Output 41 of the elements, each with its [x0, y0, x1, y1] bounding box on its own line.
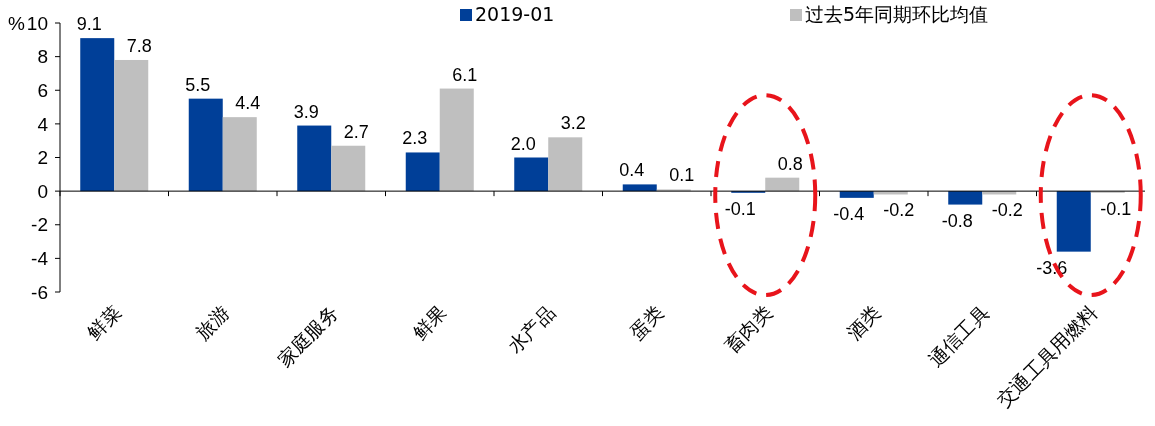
y-tick-label: 4: [37, 113, 49, 135]
data-label: 0.8: [777, 153, 803, 174]
y-tick-label: -6: [31, 281, 48, 303]
x-tick-label: 鲜菜: [82, 301, 126, 344]
y-tick-label: 8: [37, 46, 48, 68]
data-label: 2.3: [402, 128, 428, 149]
legend-label: 过去5年同期环比均值: [805, 3, 989, 25]
data-label: 2.7: [343, 121, 369, 142]
y-tick-label: -4: [31, 248, 49, 270]
data-label: 3.2: [560, 113, 586, 134]
y-axis-title: %: [8, 13, 25, 34]
x-tick-label: 水产品: [503, 301, 560, 358]
y-tick-label: 6: [37, 79, 48, 101]
x-tick-label: 畜肉类: [720, 301, 777, 358]
x-tick-label: 旅游: [191, 301, 234, 344]
data-label: -0.1: [724, 198, 756, 219]
x-tick-label: 交通工具用燃料: [991, 301, 1102, 411]
x-tick-label: 通信工具: [923, 301, 994, 371]
data-label: -0.2: [991, 200, 1023, 221]
data-label: 2.0: [510, 133, 536, 154]
legend-label: 2019-01: [475, 3, 555, 25]
data-label: 5.5: [185, 74, 211, 95]
x-tick-label: 家庭服务: [272, 301, 343, 371]
y-tick-label: 0: [37, 180, 48, 202]
y-tick-label: 2: [37, 147, 48, 169]
x-tick-label: 鲜果: [408, 301, 451, 344]
data-label: 0.4: [619, 160, 645, 181]
data-label: 6.1: [452, 64, 478, 85]
data-label: 0.1: [669, 165, 695, 186]
y-tick-label: -2: [31, 214, 48, 236]
data-label: -0.4: [833, 203, 865, 224]
data-label: 4.4: [235, 93, 261, 114]
x-tick-label: 蛋类: [625, 301, 668, 344]
data-label: -0.8: [941, 210, 973, 231]
data-label: 9.1: [76, 14, 102, 35]
y-tick-label: 10: [26, 12, 48, 34]
data-label: -0.1: [1100, 198, 1132, 219]
data-label: -0.2: [883, 200, 915, 221]
x-tick-label: 酒类: [842, 301, 885, 344]
data-label: 3.9: [293, 101, 319, 122]
data-label: 7.8: [126, 35, 152, 56]
